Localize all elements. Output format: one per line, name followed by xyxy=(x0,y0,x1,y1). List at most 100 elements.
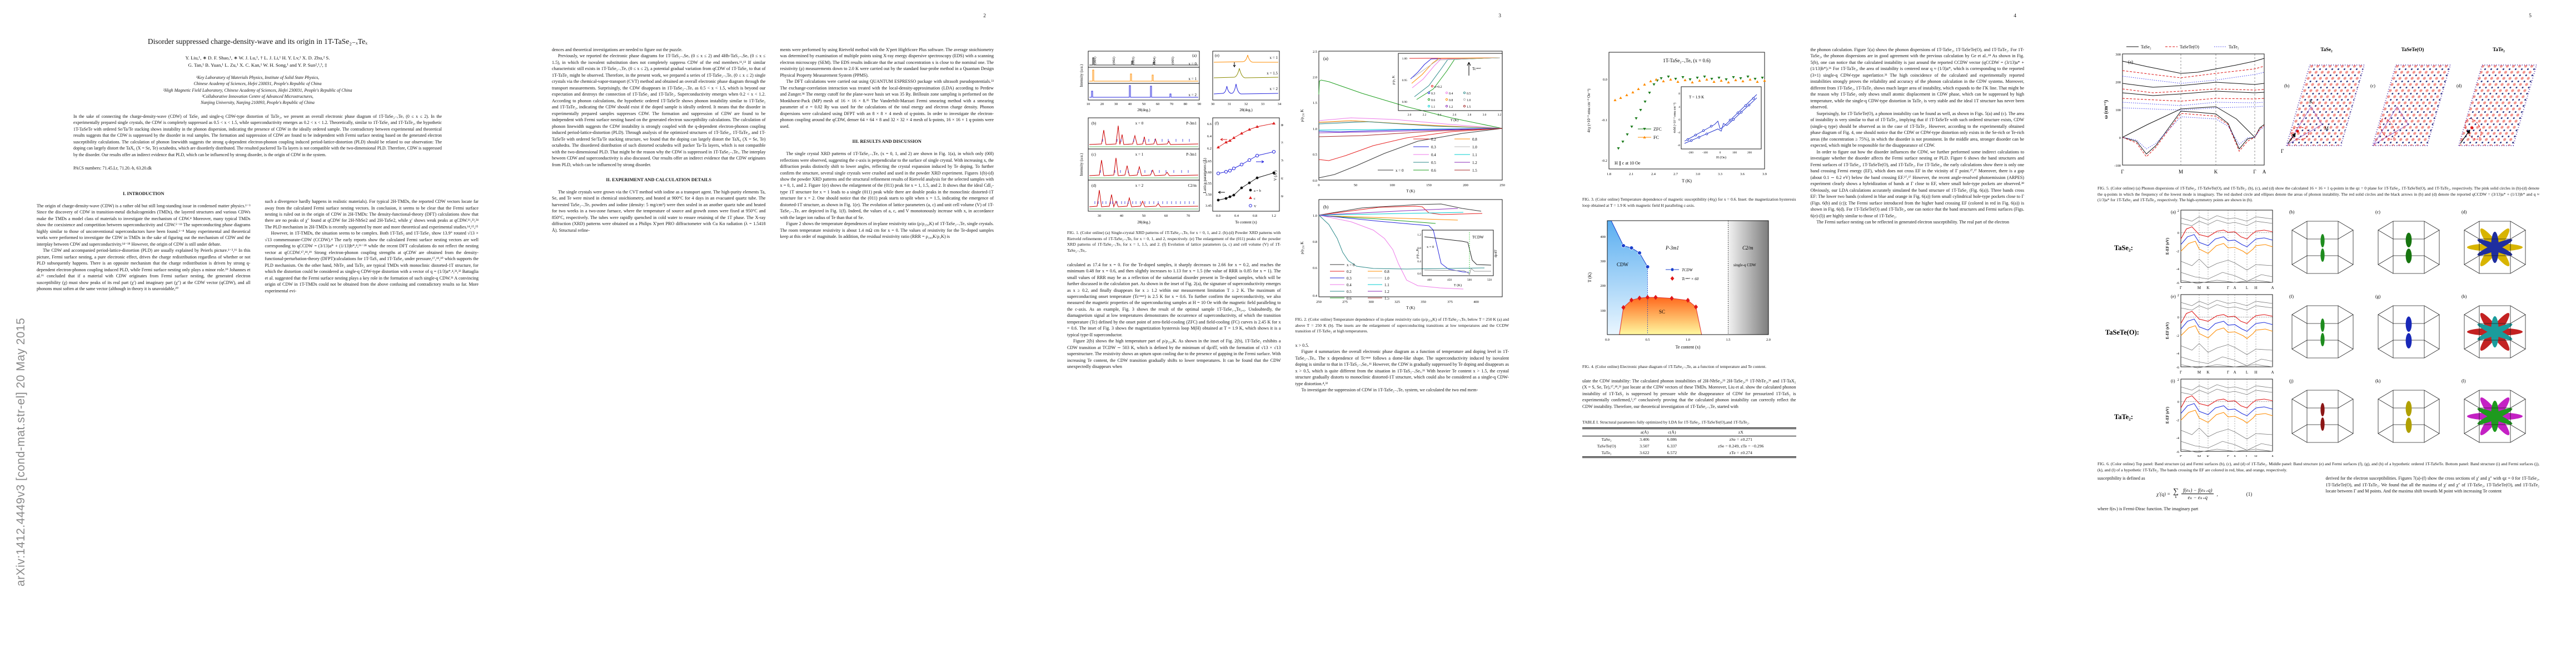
svg-text:C2/m: C2/m xyxy=(1188,183,1197,188)
fig2-b-xticks: 250 275 300 325 350 375 400 xyxy=(1316,300,1479,304)
fig3-inset-yticks: 8 4 0 -4 -8 xyxy=(1678,92,1681,147)
fig1-panel-a: (001) (002) (003) (004) (005) (a) x = 0 … xyxy=(1079,51,1201,112)
figure-4-svg: CDW P-3m1 C2/m single-q CDW SC TCDW Tcᵒⁿ… xyxy=(1587,220,1771,350)
svg-text:L: L xyxy=(2246,455,2248,457)
svg-text:30: 30 xyxy=(1211,102,1214,106)
svg-text:0: 0 xyxy=(2119,136,2121,140)
paragraph: The Fermi surface nesting can be reflect… xyxy=(1816,220,2010,225)
svg-text:3.0: 3.0 xyxy=(1696,172,1700,176)
page-5: 5 TaSe₂ TaSeTe(O) TaTe₂ xyxy=(2061,0,2576,667)
svg-text:(c): (c) xyxy=(1092,152,1096,157)
fig4-xticks: 0.0 0.5 1.0 1.5 2.0 xyxy=(1605,338,1771,342)
svg-text:H ∥ c at 10 Oe: H ∥ c at 10 Oe xyxy=(1615,161,1641,166)
svg-text:M: M xyxy=(2198,286,2201,290)
svg-text:ρ/ρ₂₅₀ K: ρ/ρ₂₅₀ K xyxy=(1300,109,1304,122)
paragraph: Figure 4 summarizes the overall electron… xyxy=(1295,349,1509,386)
svg-text:TaTe₂: TaTe₂ xyxy=(2493,47,2505,52)
page4-columns: 1T-TaSe₂₋ₓTeₓ (x = 0.6) 0.0 -0.1 -0.2 ZF… xyxy=(1582,0,2024,458)
svg-text:(d): (d) xyxy=(1092,183,1097,188)
svg-text:30: 30 xyxy=(1114,102,1118,106)
page2-right-column: ments were performed by using Rietveld m… xyxy=(780,47,994,240)
svg-text:300: 300 xyxy=(1368,300,1374,304)
svg-text:TaSe₂:: TaSe₂: xyxy=(2114,244,2133,252)
fig6-r2-yticks: 2 0 -2 -4 -6 xyxy=(2176,293,2180,370)
svg-text:x = 1: x = 1 xyxy=(1135,152,1144,157)
svg-text:Intensity (a.u.): Intensity (a.u.) xyxy=(1079,64,1084,87)
svg-text:0.0: 0.0 xyxy=(1216,214,1220,218)
svg-text:2.7: 2.7 xyxy=(1673,172,1678,176)
svg-text:60: 60 xyxy=(1156,102,1159,106)
svg-text:250: 250 xyxy=(1499,183,1505,187)
figure-5-caption: FIG. 5. (Color online) (a) Phonon disper… xyxy=(2097,186,2539,203)
svg-text:3.55: 3.55 xyxy=(1205,182,1212,186)
figure-5-svg: TaSe₂ TaSeTe(O) TaTe₂ (a) xyxy=(2103,44,2538,175)
svg-text:TaSeTe(O):: TaSeTe(O): xyxy=(2105,328,2139,336)
svg-text:(g): (g) xyxy=(2375,294,2381,299)
table-row: TaSeTe(O) 3.507 6.337 zSe = 0.249, zTe = −0… xyxy=(1597,444,1764,449)
svg-text:0.8: 0.8 xyxy=(1449,99,1453,102)
svg-text:6.4: 6.4 xyxy=(1207,135,1212,138)
svg-text:-4: -4 xyxy=(2176,267,2180,271)
svg-text:(b): (b) xyxy=(2284,83,2290,88)
fig2-inset-b-xticks: 400 450 500 550 xyxy=(1427,278,1491,282)
svg-text:40: 40 xyxy=(1128,102,1132,106)
svg-text:0.5: 0.5 xyxy=(1467,92,1471,96)
svg-text:ω (cm⁻¹): ω (cm⁻¹) xyxy=(2103,100,2109,119)
page1-right-column: such a divergence hardly happens in real… xyxy=(265,182,479,294)
svg-text:CDW: CDW xyxy=(1617,262,1629,267)
svg-text:3.0: 3.0 xyxy=(1482,113,1486,117)
fig1-bcd-xticks: 30 40 50 60 70 xyxy=(1098,214,1190,218)
svg-text:K: K xyxy=(2214,169,2218,175)
svg-text:P-3m1: P-3m1 xyxy=(1186,121,1197,126)
svg-text:3.2: 3.2 xyxy=(1497,113,1501,117)
svg-text:3.9: 3.9 xyxy=(1762,172,1767,176)
paragraph: the phonon calculation. Figure 5(a) show… xyxy=(1810,47,2025,110)
svg-text:100: 100 xyxy=(2115,108,2121,112)
svg-text:0.4: 0.4 xyxy=(1417,260,1421,263)
svg-text:70: 70 xyxy=(1281,159,1283,163)
svg-text:(a): (a) xyxy=(2171,210,2176,215)
paragraph: Figure 2(b) shows the high temperature p… xyxy=(1067,339,1281,370)
svg-text:dρ/dT: dρ/dT xyxy=(1494,250,1498,257)
paragraph: x > 0.5. xyxy=(1295,342,1309,348)
svg-text:A: A xyxy=(2233,455,2236,457)
svg-text:-4: -4 xyxy=(2176,436,2180,440)
svg-text:1.5: 1.5 xyxy=(1726,338,1731,342)
svg-text:0.90: 0.90 xyxy=(1402,101,1407,104)
svg-text:-6: -6 xyxy=(2176,281,2179,285)
svg-text:0: 0 xyxy=(2178,400,2179,404)
svg-text:4πχ (×10⁻² emu cm⁻³ Oe⁻¹): 4πχ (×10⁻² emu cm⁻³ Oe⁻¹) xyxy=(1587,88,1591,133)
svg-text:0.0: 0.0 xyxy=(1313,179,1317,183)
svg-text:(h): (h) xyxy=(2462,294,2467,299)
paragraph: In order to figure out how the disorder … xyxy=(1810,149,2025,218)
svg-text:M: M xyxy=(2198,455,2201,457)
svg-text:TaSe₂: TaSe₂ xyxy=(2320,47,2333,52)
fig2-a-curves xyxy=(1318,79,1502,178)
svg-text:H: H xyxy=(2254,286,2257,290)
svg-text:H (Oe): H (Oe) xyxy=(1716,156,1726,160)
svg-text:TaTe₂: TaTe₂ xyxy=(2229,44,2239,49)
figure-2-svg: (a) 0.0 0.5 1.0 1.5 2.0 2.5 xyxy=(1300,50,1505,310)
svg-text:TaSeTe(O): TaSeTe(O) xyxy=(2401,47,2424,52)
svg-text:2θ(deg.): 2θ(deg.) xyxy=(1137,220,1150,225)
paragraph: such a divergence hardly happens in real… xyxy=(265,199,479,230)
svg-text:4πM (×10⁻² emu cm⁻³): 4πM (×10⁻² emu cm⁻³) xyxy=(1673,102,1677,133)
svg-text:1.0: 1.0 xyxy=(1313,214,1317,218)
svg-text:E-EF (eV): E-EF (eV) xyxy=(2165,322,2170,339)
svg-text:200: 200 xyxy=(1463,183,1468,187)
svg-text:T (K): T (K) xyxy=(1406,306,1415,310)
fig2-a-xticks: 0 50 100 150 200 250 xyxy=(1318,183,1504,187)
svg-text:(d): (d) xyxy=(2462,210,2467,215)
svg-text:1.0: 1.0 xyxy=(1467,99,1471,102)
svg-text:60: 60 xyxy=(1164,214,1168,218)
paragraph: However, in 1T-TMDs, the situation seems… xyxy=(265,231,479,293)
svg-text:K: K xyxy=(2206,455,2209,457)
svg-text:H: H xyxy=(2254,455,2257,457)
svg-text:(004): (004) xyxy=(1153,57,1157,64)
svg-text:375: 375 xyxy=(1447,300,1453,304)
figure-6-svg: TaSe₂: (a) 2 0 -2 -4 -6 Γ M K Γ A L xyxy=(2105,209,2526,457)
table-row: TaTe₂ 3.622 6.572 zTe = ±0.274 xyxy=(1601,450,1752,456)
svg-text:6.6: 6.6 xyxy=(1207,122,1212,126)
svg-text:TaSe₂: TaSe₂ xyxy=(2141,44,2151,49)
affiliations: ¹Key Laboratory of Materials Physics, In… xyxy=(163,74,352,106)
